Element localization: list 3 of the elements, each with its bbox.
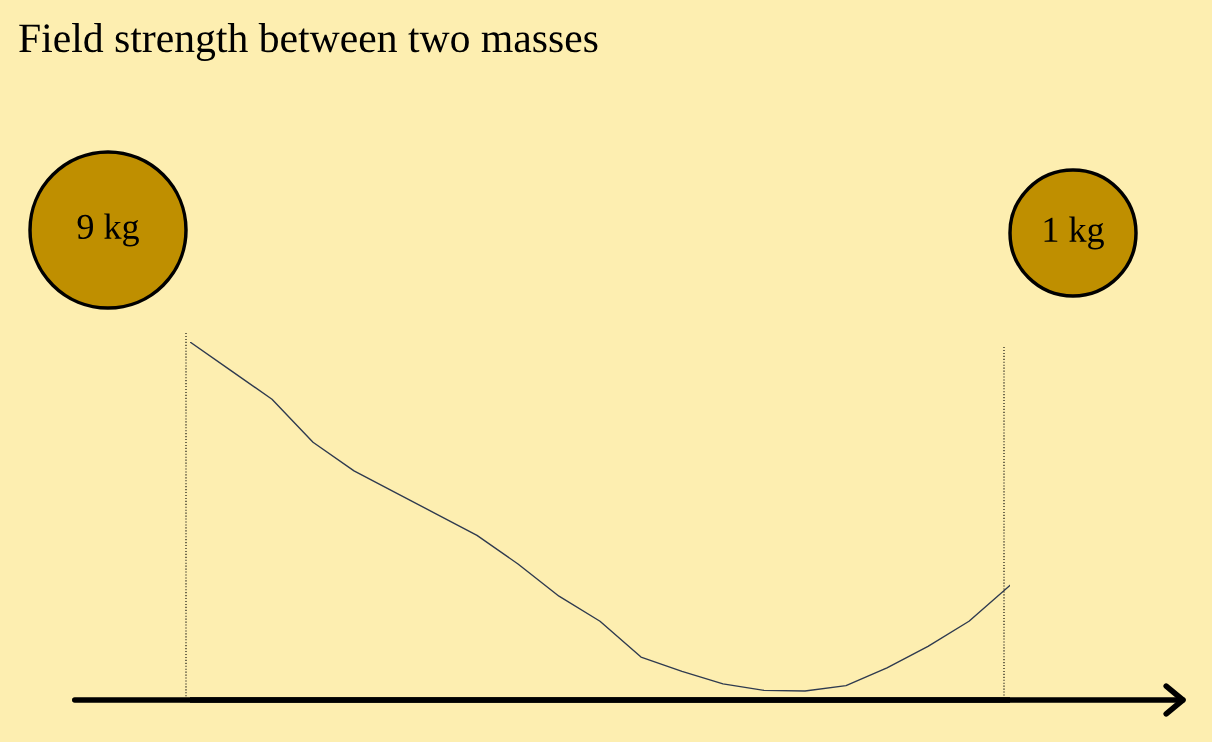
chart-title: Field strength between two masses	[19, 23, 598, 61]
text: 9 kg	[77, 213, 139, 247]
text: 1 kg	[1044, 216, 1104, 250]
